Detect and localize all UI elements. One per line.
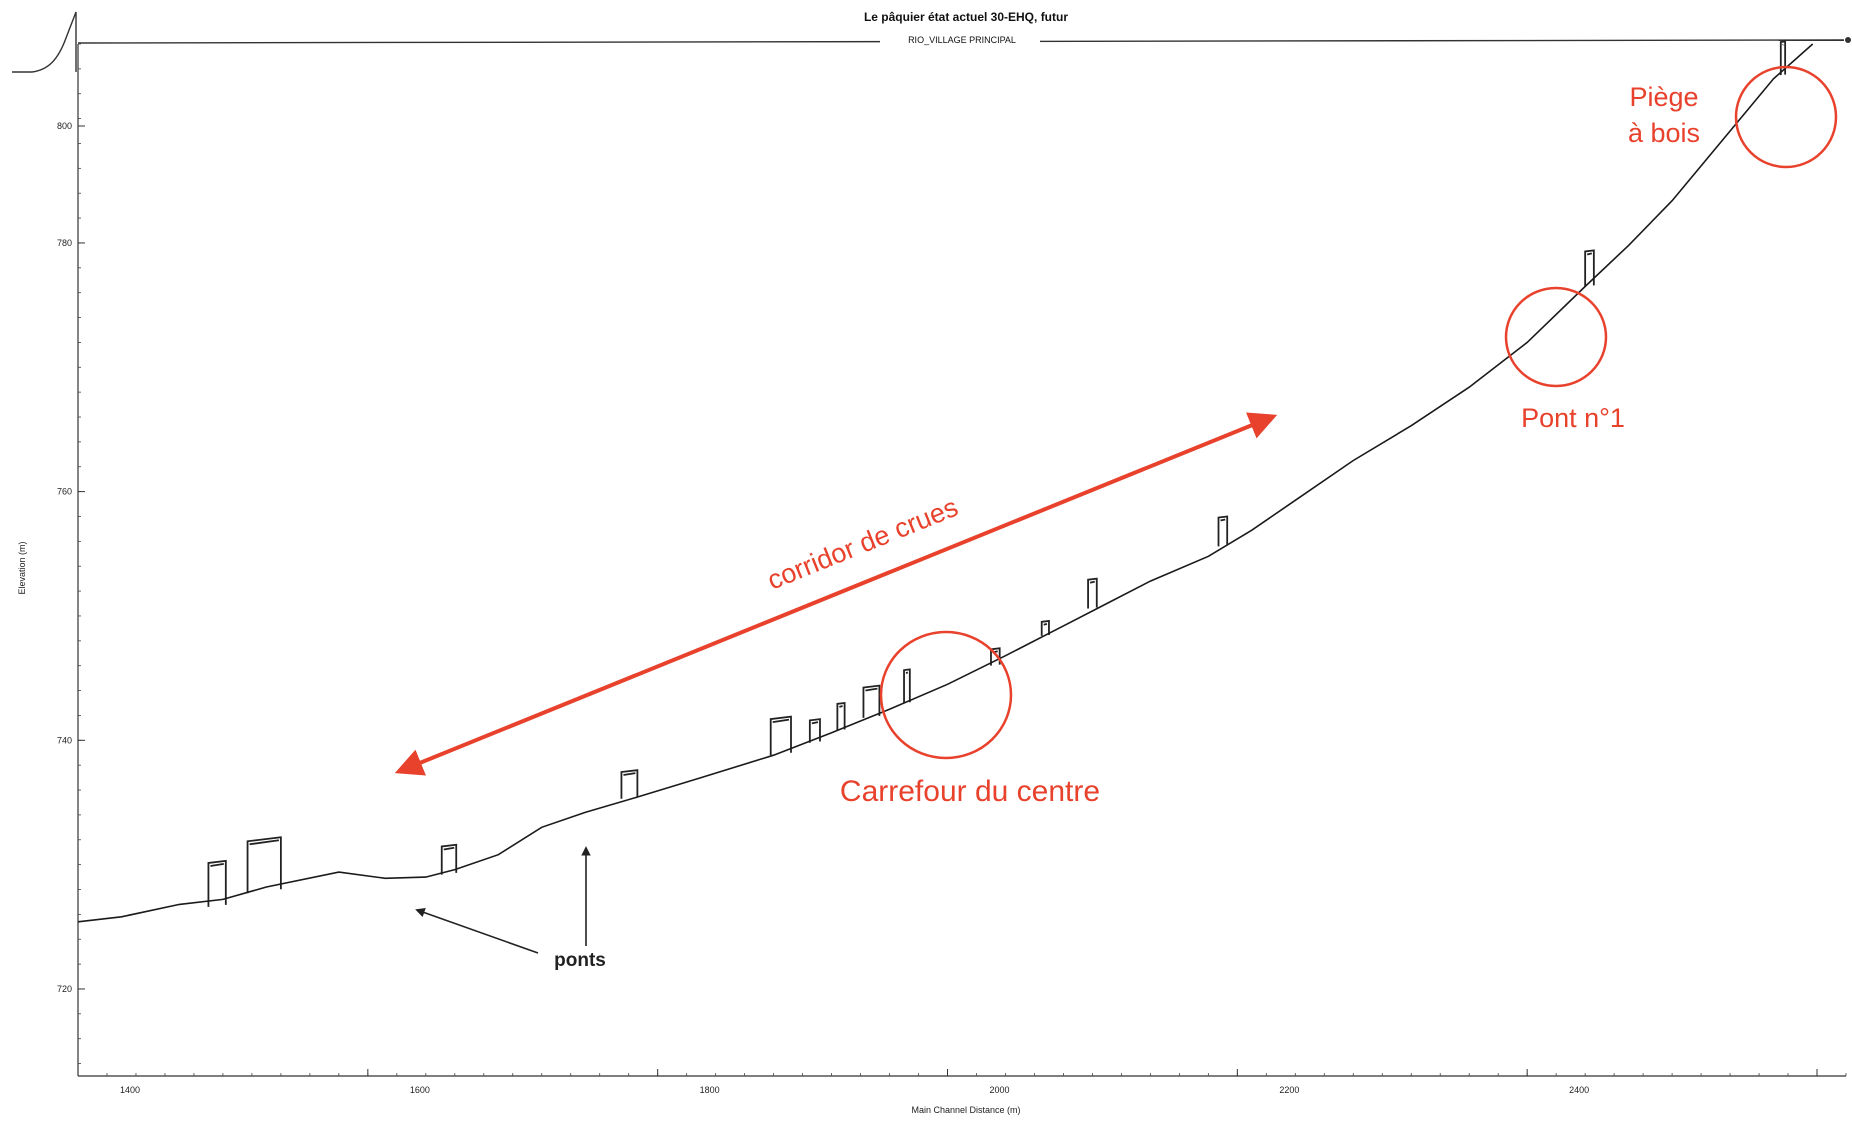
circle-piege-a-bois bbox=[1734, 65, 1838, 169]
x-axis-label: Main Channel Distance (m) bbox=[911, 1105, 1020, 1115]
bridge-structure bbox=[1779, 40, 1787, 76]
circle-pont-n1 bbox=[1504, 286, 1608, 388]
header-logo-icon bbox=[12, 11, 77, 73]
bridge-structure bbox=[246, 836, 282, 894]
bridge-structure bbox=[862, 684, 881, 718]
subtitle-bg bbox=[880, 33, 1040, 47]
x-tick-label: 2200 bbox=[1279, 1085, 1299, 1095]
header-rule-end-dot bbox=[1845, 37, 1851, 43]
bridge-structure bbox=[836, 701, 846, 731]
chart-title: Le pâquier état actuel 30-EHQ, futur bbox=[864, 10, 1068, 24]
x-tick-label: 1800 bbox=[700, 1085, 720, 1095]
annotation-ponts: ponts bbox=[554, 950, 606, 971]
annotation-a-bois: à bois bbox=[1628, 118, 1700, 148]
x-tick-label: 1600 bbox=[410, 1085, 430, 1095]
bridge-structure bbox=[903, 668, 911, 703]
y-tick-label: 740 bbox=[57, 735, 72, 745]
y-tick-label: 760 bbox=[57, 487, 72, 497]
x-tick-label: 2400 bbox=[1569, 1085, 1589, 1095]
x-tick-label: 1400 bbox=[120, 1085, 140, 1095]
x-tick-label: 2000 bbox=[989, 1085, 1009, 1095]
y-tick-label: 720 bbox=[57, 984, 72, 994]
annotation-carrefour: Carrefour du centre bbox=[840, 775, 1100, 808]
ponts-arrow-left bbox=[415, 908, 539, 954]
chart-subtitle: RIO_VILLAGE PRINCIPAL bbox=[908, 35, 1016, 45]
bridge-structure bbox=[1584, 249, 1595, 287]
y-axis-label: Elevation (m) bbox=[17, 541, 27, 594]
annotation-corridor: corridor de crues bbox=[763, 492, 962, 596]
bridge-structure bbox=[440, 843, 458, 875]
bridge-structure bbox=[1087, 577, 1098, 609]
bridge-structure bbox=[1217, 515, 1229, 547]
bridge-structure bbox=[207, 859, 227, 907]
y-tick-label: 780 bbox=[57, 238, 72, 248]
y-tick-label: 800 bbox=[57, 121, 72, 131]
corridor-arrow bbox=[394, 412, 1278, 776]
bridge-structure bbox=[620, 769, 639, 799]
circle-carrefour bbox=[879, 630, 1013, 760]
annotation-piege: Piège bbox=[1629, 82, 1698, 112]
annotation-pont-n1: Pont n°1 bbox=[1521, 403, 1625, 433]
ticks: 1400160018002000220024002600720740760780… bbox=[57, 43, 1847, 1095]
